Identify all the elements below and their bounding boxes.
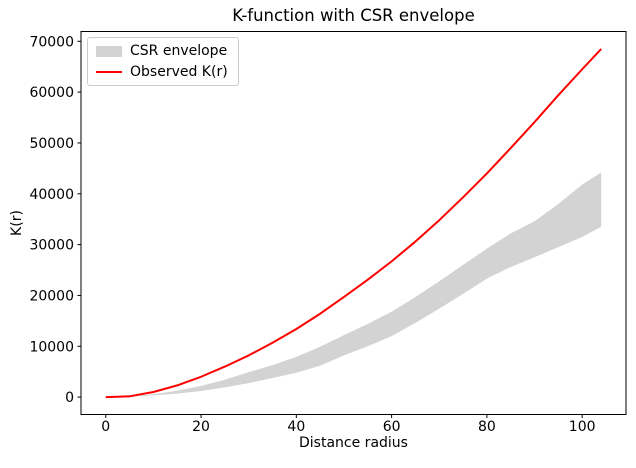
y-axis-label: K(r) <box>9 210 25 236</box>
y-tick-label: 10000 <box>29 339 74 355</box>
x-tick-label: 40 <box>287 419 305 435</box>
band-swatch-icon <box>96 45 122 57</box>
y-tick-label: 60000 <box>29 85 74 101</box>
plot-border <box>80 31 627 415</box>
chart-title: K-function with CSR envelope <box>232 6 475 25</box>
x-tick-label: 100 <box>569 419 596 435</box>
y-tick-label: 30000 <box>29 238 74 254</box>
x-tick-label: 80 <box>478 419 496 435</box>
legend: CSR envelope Observed K(r) <box>87 37 239 86</box>
x-tick-label: 60 <box>383 419 401 435</box>
legend-item-csr-envelope: CSR envelope <box>96 43 228 59</box>
observed-kr-line <box>105 48 602 399</box>
y-tick-label: 40000 <box>29 187 74 203</box>
x-tick-label: 20 <box>192 419 210 435</box>
csr-envelope-band <box>105 172 602 398</box>
legend-label-observed: Observed K(r) <box>130 64 228 80</box>
legend-label-csr-envelope: CSR envelope <box>130 43 228 59</box>
y-tick-label: 0 <box>65 390 74 406</box>
legend-item-observed: Observed K(r) <box>96 64 228 80</box>
y-tick-label: 70000 <box>29 34 74 50</box>
x-tick-label: 0 <box>101 419 110 435</box>
line-swatch-icon <box>96 70 122 74</box>
y-tick-label: 20000 <box>29 288 74 304</box>
x-axis-label: Distance radius <box>299 435 408 451</box>
y-tick-label: 50000 <box>29 136 74 152</box>
